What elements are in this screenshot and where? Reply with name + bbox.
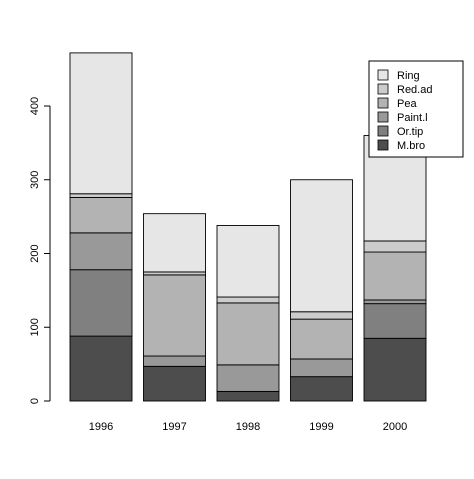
legend-swatch bbox=[377, 125, 389, 137]
bars-layer bbox=[69, 52, 427, 402]
y-tick-label: 200 bbox=[29, 244, 41, 262]
bar-segment-2000-m-bro bbox=[363, 337, 427, 402]
bar-segment-1997-paint-l bbox=[143, 355, 206, 367]
bar-segment-1996-paint-l bbox=[69, 232, 133, 271]
bar-segment-1996-ring bbox=[69, 52, 133, 195]
legend-swatch bbox=[377, 139, 389, 151]
bar-segment-1998-paint-l bbox=[216, 364, 280, 392]
legend-swatch bbox=[377, 83, 389, 95]
bar-segment-2000-pea bbox=[363, 251, 427, 301]
bar-segment-2000-paint-l bbox=[363, 299, 427, 305]
bar-segment-1999-ring bbox=[290, 179, 353, 313]
y-tick-label: 300 bbox=[29, 171, 41, 189]
x-tick-label: 1999 bbox=[309, 421, 333, 433]
y-tick-label: 400 bbox=[29, 97, 41, 115]
bar-segment-2000-or-tip bbox=[363, 303, 427, 339]
legend-label: Paint.l bbox=[397, 112, 428, 124]
y-tick-label: 0 bbox=[29, 398, 41, 404]
legend-label: Ring bbox=[397, 70, 420, 82]
bar-segment-1999-red-ad bbox=[290, 311, 353, 320]
y-tick-label: 100 bbox=[29, 318, 41, 336]
legend-swatch bbox=[377, 69, 389, 81]
bar-segment-1998-ring bbox=[216, 225, 280, 298]
bar-segment-1999-m-bro bbox=[290, 376, 353, 402]
bar-segment-2000-red-ad bbox=[363, 240, 427, 253]
legend-swatch bbox=[377, 111, 389, 123]
bar-segment-1998-red-ad bbox=[216, 296, 280, 304]
bar-segment-1996-red-ad bbox=[69, 193, 133, 198]
legend-label: M.bro bbox=[397, 140, 425, 152]
legend-label: Red.ad bbox=[397, 84, 432, 96]
x-axis: 1996 1997 1998 1999 2000 bbox=[89, 421, 407, 433]
x-tick-label: 1996 bbox=[89, 421, 113, 433]
bar-segment-1998-m-bro bbox=[216, 390, 280, 402]
legend: Ring Red.ad Pea Paint.l Or.tip M.bro bbox=[368, 60, 464, 158]
bar-segment-1999-paint-l bbox=[290, 358, 353, 378]
x-tick-label: 1998 bbox=[236, 421, 260, 433]
bar-segment-1999-pea bbox=[290, 318, 353, 360]
bar-segment-1996-or-tip bbox=[69, 269, 133, 337]
bar-segment-1997-m-bro bbox=[143, 365, 206, 402]
bar-segment-1997-pea bbox=[143, 274, 206, 357]
legend-label: Or.tip bbox=[397, 126, 423, 138]
bar-segment-1996-pea bbox=[69, 196, 133, 234]
y-axis: 0 100 200 300 400 bbox=[29, 97, 51, 404]
bar-segment-1996-m-bro bbox=[69, 335, 133, 402]
x-tick-label: 1997 bbox=[162, 421, 186, 433]
bar-segment-1997-ring bbox=[143, 213, 206, 273]
x-tick-label: 2000 bbox=[383, 421, 407, 433]
legend-swatch bbox=[377, 97, 389, 109]
legend-label: Pea bbox=[397, 98, 417, 110]
bar-segment-1998-pea bbox=[216, 302, 280, 366]
